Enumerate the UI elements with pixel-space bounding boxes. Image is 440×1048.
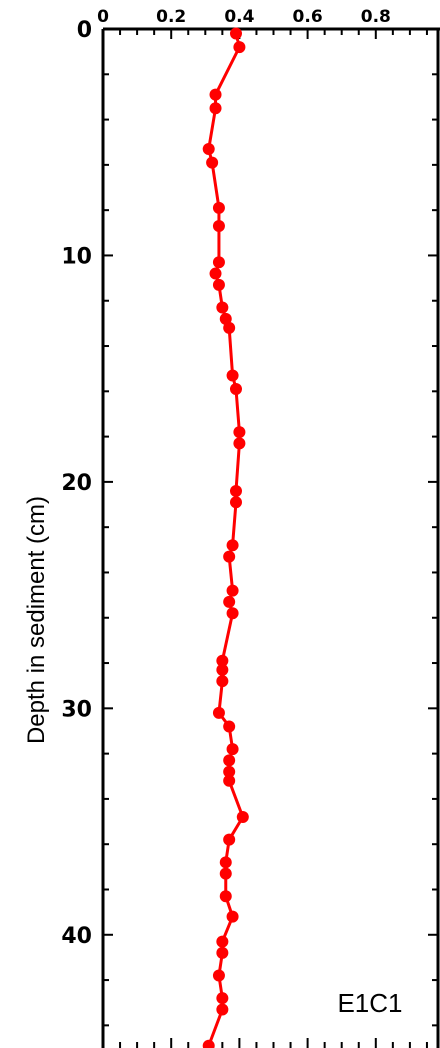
data-point [206,156,219,169]
data-point [223,595,236,608]
data-point [209,267,222,280]
y-tick-label: 40 [61,924,92,949]
x-tick-label: 0 [97,7,109,27]
data-point [216,663,229,676]
data-point [212,201,225,214]
data-point [233,41,246,54]
data-point [226,369,239,382]
y-tick-label: 20 [61,471,92,496]
data-point [219,856,232,869]
data-point [219,867,232,880]
x-tick-label: 0.2 [156,7,186,27]
data-point [236,811,249,824]
y-tick-label: 30 [61,697,92,722]
data-point [202,143,215,156]
data-point [223,720,236,733]
data-point [229,484,242,497]
data-point [233,437,246,450]
data-point [229,27,242,40]
data-point [216,992,229,1005]
data-point [202,1039,215,1048]
data-point [229,383,242,396]
data-point [216,654,229,667]
data-point [223,550,236,563]
data-series [202,27,249,1048]
data-point [216,675,229,688]
data-point [209,88,222,101]
y-tick-label: 10 [61,244,92,269]
data-point [233,426,246,439]
data-point [226,584,239,597]
data-point [223,774,236,787]
data-point [226,743,239,756]
y-axis-title: Depth in sediment (cm) [23,496,50,744]
x-tick-label: 0.8 [361,7,391,27]
core-label: E1C1 [337,988,402,1018]
data-point [226,910,239,923]
data-point [216,946,229,959]
data-point [212,969,225,982]
axes: 00.20.40.60.81010203040 [61,7,440,1048]
data-point [223,765,236,778]
data-point [223,833,236,846]
y-tick-label: 0 [77,18,92,43]
data-point [229,496,242,509]
data-point [216,935,229,948]
data-point [216,1003,229,1016]
data-point [226,607,239,620]
data-point [219,890,232,903]
data-point [223,321,236,334]
x-tick-label: 1 [438,7,440,27]
data-point [212,220,225,233]
data-point [223,754,236,767]
x-tick-label: 0.6 [293,7,323,27]
data-point [219,312,232,325]
data-point [209,102,222,115]
data-point [212,706,225,719]
data-point [226,539,239,552]
data-point [212,256,225,269]
data-point [216,301,229,314]
data-point [212,278,225,291]
x-tick-label: 0.4 [224,7,254,27]
